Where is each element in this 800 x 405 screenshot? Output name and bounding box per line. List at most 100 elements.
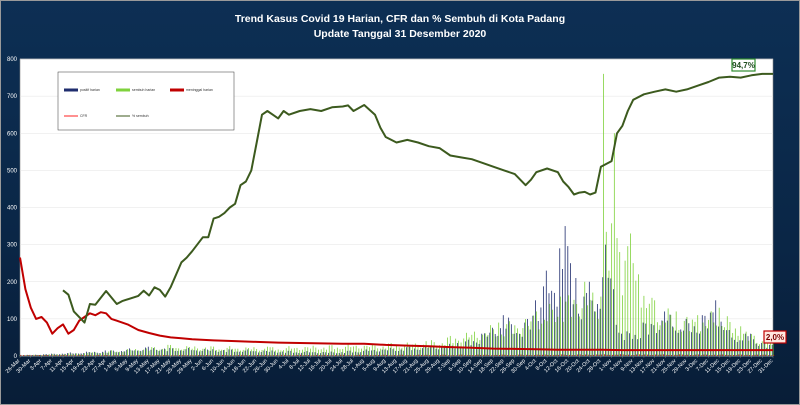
bar-sembuh-harian: [743, 333, 744, 356]
bar-positif-harian: [290, 350, 292, 356]
bar-positif-harian: [357, 352, 359, 356]
bar-positif-harian: [502, 315, 504, 356]
bar-meninggal-harian: [262, 355, 264, 356]
bar-sembuh-harian: [597, 318, 599, 356]
bar-positif-harian: [500, 328, 501, 356]
bar-sembuh-harian: [113, 351, 115, 356]
bar-meninggal-harian: [434, 354, 436, 356]
bar-positif-harian: [527, 318, 528, 356]
bar-positif-harian: [242, 351, 243, 356]
line-pct-sembuh: [62, 72, 773, 324]
bar-meninggal-harian: [181, 354, 183, 356]
bar-sembuh-harian: [643, 295, 645, 356]
bar-sembuh-harian: [223, 349, 225, 356]
bar-positif-harian: [559, 248, 561, 356]
bar-meninggal-harian: [238, 355, 240, 356]
bar-sembuh-harian: [468, 337, 470, 356]
bar-meninggal-harian: [302, 355, 304, 356]
bar-sembuh-harian: [197, 348, 198, 356]
bar-meninggal-harian: [722, 354, 724, 356]
bar-positif-harian: [115, 352, 117, 356]
bar-sembuh-harian: [425, 341, 427, 356]
bar-meninggal-harian: [738, 354, 740, 356]
bar-positif-harian: [260, 352, 262, 356]
bar-sembuh-harian: [433, 342, 435, 356]
bar-sembuh-harian: [191, 348, 193, 356]
bar-meninggal-harian: [488, 355, 490, 356]
bar-positif-harian: [29, 354, 31, 356]
bar-meninggal-harian: [421, 355, 422, 356]
bar-positif-harian: [543, 286, 545, 356]
bar-sembuh-harian: [347, 344, 349, 356]
bar-positif-harian: [169, 347, 171, 356]
bar-sembuh-harian: [143, 349, 145, 356]
bar-positif-harian: [204, 348, 206, 356]
bar-meninggal-harian: [673, 354, 675, 356]
bar-positif-harian: [556, 306, 558, 356]
bar-sembuh-harian: [315, 347, 317, 356]
bar-positif-harian: [465, 341, 467, 356]
bar-positif-harian: [492, 327, 493, 356]
bar-meninggal-harian: [141, 355, 143, 356]
bar-sembuh-harian: [729, 322, 731, 356]
bar-positif-harian: [75, 353, 77, 356]
bar-positif-harian: [736, 342, 738, 356]
bar-sembuh-harian: [46, 354, 48, 356]
bar-positif-harian: [723, 330, 725, 356]
bar-meninggal-harian: [485, 354, 487, 356]
bar-positif-harian: [540, 307, 542, 356]
bar-sembuh-harian: [745, 331, 747, 356]
bar-sembuh-harian: [734, 328, 736, 356]
bar-sembuh-harian: [589, 299, 591, 356]
bar-positif-harian: [575, 278, 577, 356]
bar-meninggal-harian: [58, 355, 59, 356]
bar-meninggal-harian: [547, 354, 549, 356]
bar-sembuh-harian: [285, 348, 287, 356]
bar-sembuh-harian: [86, 352, 88, 356]
bar-sembuh-harian: [57, 354, 59, 356]
bar-sembuh-harian: [544, 319, 545, 356]
bar-meninggal-harian: [482, 354, 484, 356]
bar-sembuh-harian: [726, 316, 728, 356]
annotation-cfr: 2,0%: [766, 333, 784, 342]
bar-positif-harian: [338, 352, 340, 356]
bar-meninggal-harian: [649, 354, 651, 356]
bar-positif-harian: [443, 346, 445, 356]
bar-sembuh-harian: [30, 355, 32, 356]
bar-meninggal-harian: [55, 355, 57, 356]
bar-meninggal-harian: [189, 355, 191, 356]
bar-sembuh-harian: [111, 350, 112, 356]
bar-positif-harian: [255, 351, 257, 356]
bar-meninggal-harian: [504, 354, 506, 356]
bar-positif-harian: [718, 326, 719, 356]
bar-sembuh-harian: [355, 345, 357, 356]
bar-positif-harian: [403, 350, 405, 356]
bar-meninggal-harian: [515, 355, 517, 356]
bar-positif-harian: [653, 325, 655, 356]
bar-meninggal-harian: [79, 354, 81, 356]
bar-meninggal-harian: [76, 355, 78, 356]
bar-sembuh-harian: [379, 348, 381, 356]
bar-meninggal-harian: [329, 355, 331, 356]
bar-positif-harian: [196, 350, 198, 356]
bar-positif-harian: [102, 351, 103, 356]
bar-positif-harian: [680, 329, 682, 356]
bar-positif-harian: [53, 353, 55, 356]
bar-meninggal-harian: [52, 355, 54, 356]
bar-sembuh-harian: [229, 346, 231, 356]
bar-sembuh-harian: [619, 252, 621, 356]
bar-positif-harian: [650, 323, 652, 356]
bar-positif-harian: [333, 352, 335, 356]
bar-positif-harian: [400, 349, 402, 356]
bar-sembuh-harian: [310, 348, 311, 356]
bar-sembuh-harian: [409, 345, 411, 356]
bar-meninggal-harian: [660, 354, 662, 356]
bar-meninggal-harian: [636, 354, 638, 356]
bar-meninggal-harian: [144, 355, 145, 356]
bar-positif-harian: [693, 326, 695, 356]
bar-sembuh-harian: [686, 316, 688, 356]
bar-positif-harian: [510, 324, 512, 356]
bar-positif-harian: [266, 350, 268, 356]
bar-positif-harian: [295, 352, 297, 356]
